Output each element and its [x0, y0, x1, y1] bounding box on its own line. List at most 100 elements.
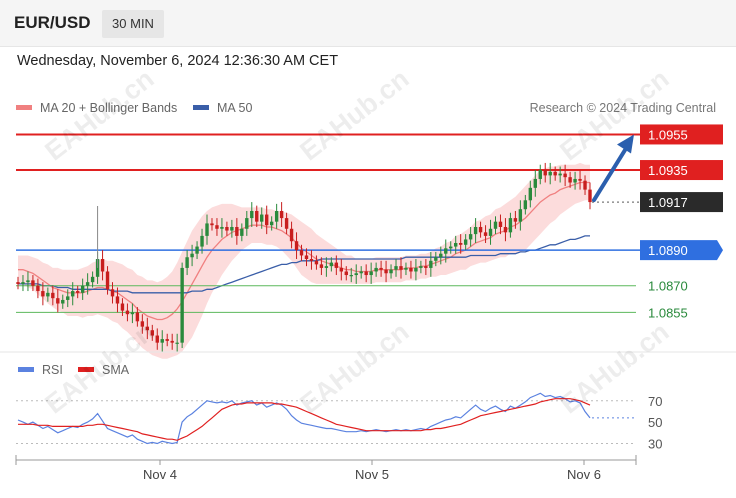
- candle: [225, 226, 229, 231]
- candle: [508, 218, 513, 233]
- candle: [458, 243, 463, 245]
- candle: [543, 170, 547, 176]
- candle: [210, 223, 214, 226]
- candle: [195, 246, 199, 254]
- candle: [558, 173, 562, 176]
- candle: [115, 296, 120, 304]
- candle: [319, 264, 324, 268]
- candle: [324, 266, 329, 268]
- candle: [56, 298, 60, 304]
- candle: [588, 189, 592, 203]
- candle: [215, 225, 219, 229]
- candle: [404, 267, 408, 270]
- candle: [369, 271, 373, 276]
- candle: [488, 228, 493, 236]
- candle: [36, 285, 40, 292]
- candle: [473, 226, 478, 235]
- candle: [289, 228, 294, 242]
- support-tag: [640, 240, 723, 261]
- candle: [503, 226, 508, 233]
- ma20-legend-label: MA 20 + Bollinger Bands: [40, 101, 177, 115]
- candle: [578, 178, 582, 181]
- chart-datetime: Wednesday, November 6, 2024 12:36:30 AM …: [17, 53, 339, 69]
- candle: [513, 218, 518, 222]
- candle: [205, 223, 209, 236]
- candle: [294, 241, 299, 251]
- candle: [135, 312, 140, 322]
- candle: [279, 210, 284, 219]
- candle: [463, 239, 468, 245]
- candle: [180, 267, 184, 343]
- candle: [110, 289, 115, 297]
- candle: [274, 210, 279, 222]
- target-label: 1.0870: [648, 279, 688, 294]
- candle: [573, 178, 577, 183]
- sma-legend-swatch: [78, 367, 94, 372]
- candle: [548, 171, 552, 176]
- candle: [414, 267, 418, 272]
- ma50-legend-swatch: [193, 105, 209, 110]
- candle: [85, 282, 90, 286]
- rsi-tick-label: 30: [648, 436, 662, 451]
- candle: [533, 178, 537, 188]
- resistance-tag: [640, 160, 723, 181]
- candle: [155, 335, 159, 343]
- candle: [379, 267, 383, 270]
- candle: [419, 266, 423, 268]
- target-label: 1.0855: [648, 305, 688, 320]
- support-label: 1.0890: [648, 243, 688, 258]
- candle: [175, 342, 179, 344]
- candle: [553, 171, 557, 176]
- x-tick-label: Nov 6: [567, 467, 601, 482]
- candle: [160, 339, 164, 343]
- candle: [304, 255, 309, 260]
- candle: [364, 271, 368, 276]
- candle: [125, 310, 130, 315]
- candle: [523, 200, 528, 210]
- candle: [409, 267, 413, 272]
- rsi-legend-swatch: [18, 367, 34, 372]
- resistance-label: 1.0955: [648, 127, 688, 142]
- candle: [260, 214, 264, 222]
- projection-arrow-shaft: [592, 146, 628, 203]
- candle: [563, 173, 567, 178]
- candle: [399, 266, 403, 270]
- candle: [150, 330, 154, 336]
- rsi-sma-line: [18, 398, 591, 441]
- candle: [538, 170, 542, 179]
- candle: [46, 292, 50, 297]
- candle: [478, 226, 483, 233]
- candle: [245, 218, 249, 229]
- candle: [185, 257, 189, 268]
- candle: [354, 273, 358, 276]
- x-tick-label: Nov 4: [143, 467, 177, 482]
- candle: [80, 285, 85, 293]
- candle: [528, 187, 533, 201]
- sma-legend-label: SMA: [102, 363, 130, 377]
- candle: [220, 226, 224, 229]
- candle: [140, 321, 145, 327]
- candle: [359, 271, 363, 274]
- candle: [429, 260, 433, 268]
- candle: [314, 260, 319, 265]
- candle: [349, 275, 353, 277]
- research-credit: Research © 2024 Trading Central: [530, 101, 716, 115]
- ma50-legend-label: MA 50: [217, 101, 252, 115]
- x-tick-label: Nov 5: [355, 467, 389, 482]
- candle: [51, 292, 55, 299]
- candle: [90, 276, 95, 283]
- candle: [264, 214, 269, 226]
- candle: [498, 221, 503, 227]
- rsi-line: [17, 392, 591, 445]
- candle: [21, 282, 25, 284]
- candle: [269, 221, 274, 226]
- candle: [66, 296, 70, 300]
- projection-arrow-head: [617, 134, 634, 154]
- watermark-text: EAHub.cn: [294, 316, 414, 419]
- candle: [389, 269, 393, 274]
- candle: [344, 271, 348, 276]
- timeframe-badge[interactable]: 30 MIN: [102, 10, 164, 38]
- candle: [493, 221, 498, 229]
- resistance-label: 1.0935: [648, 163, 688, 178]
- candle: [374, 267, 378, 272]
